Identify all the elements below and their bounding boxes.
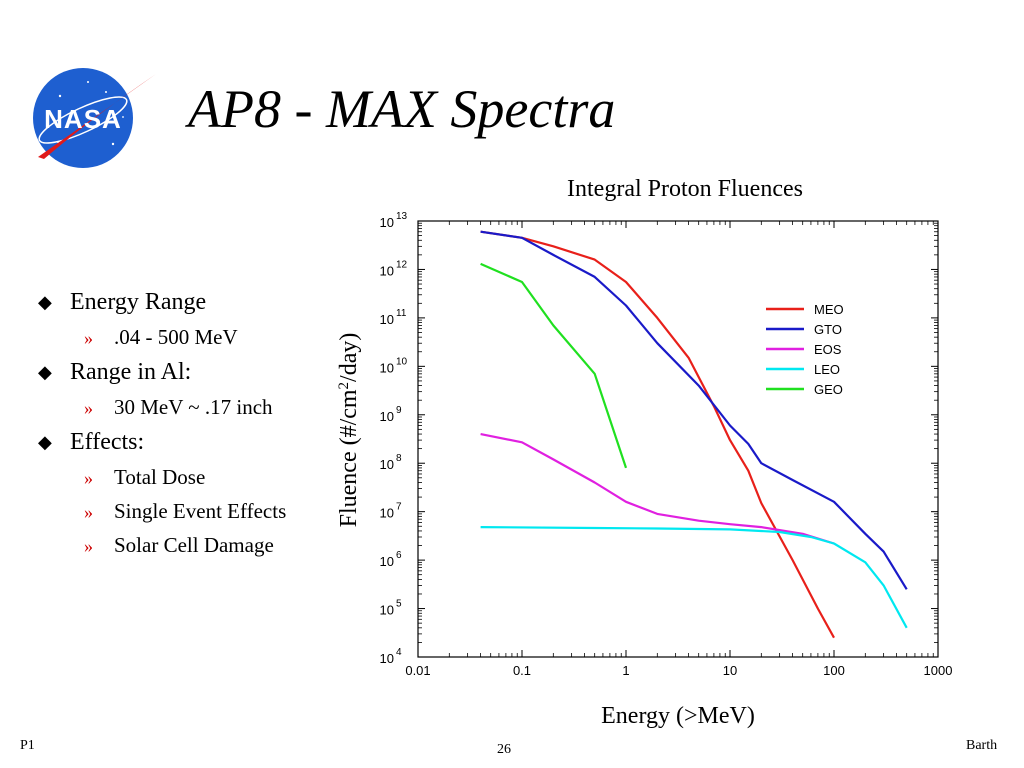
y-tick-label: 10 <box>380 554 394 569</box>
series-line-geo <box>480 262 628 469</box>
y-axis-label: Fluence (#/cm2/day) <box>336 333 362 528</box>
x-tick-label: 1 <box>622 663 629 678</box>
y-tick-label: 10 <box>380 457 394 472</box>
bullet-item: ◆ Effects: <box>34 426 334 458</box>
sub-bullet-item: » .04 - 500 MeV <box>34 322 334 352</box>
y-tick-label: 10 <box>380 603 394 618</box>
legend-label-geo: GEO <box>814 382 843 397</box>
y-tick-label: 10 <box>380 215 394 230</box>
bullet-list: ◆ Energy Range » .04 - 500 MeV ◆ Range i… <box>34 286 334 564</box>
footer-left: P1 <box>20 738 35 753</box>
y-tick-exponent: 11 <box>396 308 407 319</box>
y-axis-label-part: Fluence (#/cm <box>336 389 362 527</box>
sub-bullet-item: » Solar Cell Damage <box>34 530 334 560</box>
bullet-text: Energy Range <box>70 289 207 315</box>
sub-bullet-text: Single Event Effects <box>114 499 287 523</box>
plot-frame <box>417 220 939 658</box>
page-number: 26 <box>497 742 511 757</box>
x-tick-label: 10 <box>723 663 737 678</box>
series-line-leo <box>480 526 908 629</box>
fluence-chart: Fluence (#/cm2/day) Energy (>MeV) 0.01 0.… <box>336 211 953 729</box>
x-tick-label: 0.01 <box>405 663 430 678</box>
series-line-meo <box>480 230 835 639</box>
nasa-logo: NASA <box>33 68 156 168</box>
y-tick-exponent: 6 <box>396 550 402 561</box>
y-tick-exponent: 8 <box>396 453 402 464</box>
y-tick-label: 10 <box>380 263 394 278</box>
y-tick-label: 10 <box>380 409 394 424</box>
x-axis-label: Energy (>MeV) <box>601 703 755 729</box>
footer-right: Barth <box>966 738 998 753</box>
diamond-bullet-icon: ◆ <box>38 432 52 452</box>
chevron-bullet-icon: » <box>84 398 93 418</box>
x-tick-label: 0.1 <box>513 663 531 678</box>
y-tick-exponent: 5 <box>396 599 402 610</box>
y-tick-exponent: 4 <box>396 647 402 658</box>
legend-label-meo: MEO <box>814 302 844 317</box>
sub-bullet-item: » 30 MeV ~ .17 inch <box>34 392 334 422</box>
series-line-gto <box>480 230 908 590</box>
y-tick-exponent: 12 <box>396 259 408 270</box>
y-tick-label: 10 <box>380 360 394 375</box>
bullet-text: Range in Al: <box>70 359 192 385</box>
bullet-item: ◆ Energy Range <box>34 286 334 318</box>
chevron-bullet-icon: » <box>84 536 93 556</box>
y-tick-label: 10 <box>380 506 394 521</box>
sub-bullet-item: » Total Dose <box>34 462 334 492</box>
y-tick-exponent: 9 <box>396 405 402 416</box>
sub-bullet-item: » Single Event Effects <box>34 496 334 526</box>
chevron-bullet-icon: » <box>84 468 93 488</box>
logo-text: NASA <box>44 104 122 134</box>
legend-label-leo: LEO <box>814 362 840 377</box>
chevron-bullet-icon: » <box>84 328 93 348</box>
logo-swoosh <box>38 74 156 159</box>
y-tick-label: 10 <box>380 312 394 327</box>
chart-title: Integral Proton Fluences <box>567 176 803 202</box>
series-line-eos <box>480 433 835 545</box>
chevron-bullet-icon: » <box>84 502 93 522</box>
sub-bullet-text: 30 MeV ~ .17 inch <box>114 395 273 419</box>
bullet-item: ◆ Range in Al: <box>34 356 334 388</box>
y-tick-exponent: 7 <box>396 502 402 513</box>
bullet-text: Effects: <box>70 429 145 455</box>
sub-bullet-text: Total Dose <box>114 465 206 489</box>
diamond-bullet-icon: ◆ <box>38 292 52 312</box>
legend-label-eos: EOS <box>814 342 842 357</box>
slide-title: AP8 - MAX Spectra <box>188 79 616 139</box>
sub-bullet-text: .04 - 500 MeV <box>114 325 238 349</box>
diamond-bullet-icon: ◆ <box>38 362 52 382</box>
y-tick-label: 10 <box>380 651 394 666</box>
y-tick-exponent: 10 <box>396 356 408 367</box>
y-axis-label-superscript: 2 <box>336 382 352 390</box>
x-tick-label: 1000 <box>924 663 953 678</box>
y-axis-label-part: /day) <box>336 333 362 382</box>
y-tick-exponent: 13 <box>396 211 408 222</box>
legend-label-gto: GTO <box>814 322 842 337</box>
x-tick-label: 100 <box>823 663 845 678</box>
sub-bullet-text: Solar Cell Damage <box>114 533 274 557</box>
